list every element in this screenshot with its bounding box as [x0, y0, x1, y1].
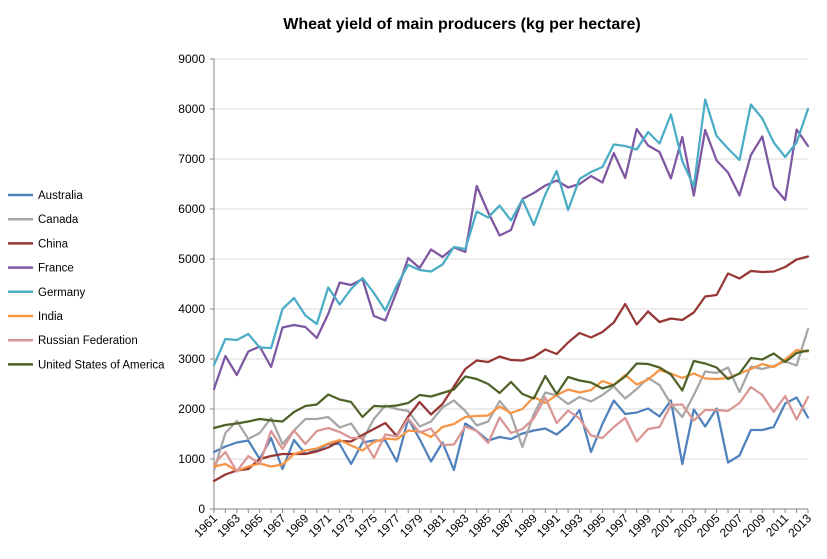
x-tick-label: 2003 [671, 511, 700, 540]
series-line-russian-federation [212, 385, 810, 473]
legend: Australia Canada China France Germany India Ru… [8, 190, 165, 371]
y-tick-label: 1000 [178, 452, 205, 466]
x-tick-label: 1965 [237, 511, 266, 540]
x-tick-label: 1963 [214, 511, 243, 540]
x-tick-label: 1989 [511, 511, 540, 540]
x-tick-label: 1979 [397, 511, 426, 540]
gridlines [214, 58, 808, 460]
x-tick-label: 2013 [785, 511, 814, 540]
x-tick-label: 1985 [465, 511, 494, 540]
x-tick-label: 2001 [648, 511, 677, 540]
legend-label-germany: Germany [38, 287, 86, 299]
series-line-france [212, 127, 810, 391]
legend-label-france: France [38, 263, 74, 275]
axes [210, 58, 809, 513]
chart-title: Wheat yield of main producers (kg per he… [283, 16, 640, 33]
legend-label-australia: Australia [38, 190, 83, 202]
y-tick-label: 3000 [178, 352, 205, 366]
y-tick-label: 2000 [178, 402, 205, 416]
y-tick-label: 7000 [178, 152, 205, 166]
y-tick-label: 9000 [178, 52, 205, 66]
legend-label-united-states-of-america: United States of America [38, 359, 165, 371]
x-tick-label: 2005 [694, 511, 723, 540]
x-tick-label: 1961 [191, 511, 220, 540]
x-tick-label: 1991 [534, 511, 563, 540]
y-tick-label: 6000 [178, 202, 205, 216]
x-tick-label: 1999 [625, 511, 654, 540]
x-tick-label: 1981 [420, 511, 449, 540]
x-tick-label: 1975 [351, 511, 380, 540]
legend-label-india: India [38, 311, 64, 323]
series-line-canada [212, 327, 810, 472]
x-tick-label: 1969 [283, 511, 312, 540]
series-lines [212, 98, 810, 483]
x-tick-label: 1983 [443, 511, 472, 540]
x-tick-label: 1987 [488, 511, 517, 540]
x-tick-label: 1971 [306, 511, 335, 540]
x-tick-label: 1993 [557, 511, 586, 540]
y-axis-ticks: 0 1000 2000 3000 4000 5000 6000 7000 8000 9000 [178, 52, 205, 516]
x-tick-label: 1995 [580, 511, 609, 540]
series-line-india [212, 348, 810, 473]
y-tick-label: 4000 [178, 302, 205, 316]
legend-label-canada: Canada [38, 214, 79, 226]
x-tick-label: 2011 [763, 511, 791, 539]
y-tick-label: 8000 [178, 102, 205, 116]
series-line-china [212, 255, 810, 483]
legend-label-china: China [38, 238, 69, 250]
series-line-united-states-of-america [212, 349, 810, 430]
legend-label-russian-federation: Russian Federation [38, 335, 138, 347]
series-line-germany [212, 98, 810, 367]
x-tick-label: 1977 [374, 511, 403, 540]
y-tick-label: 5000 [178, 252, 205, 266]
x-tick-label: 1967 [260, 511, 289, 540]
x-tick-label: 1973 [328, 511, 357, 540]
x-tick-label: 2007 [717, 511, 746, 540]
y-tick-label: 0 [198, 502, 205, 516]
x-tick-label: 2009 [740, 511, 769, 540]
x-tick-label: 1997 [603, 511, 632, 540]
x-axis-ticks: 1961196319651967196919711973197519771979… [191, 511, 814, 540]
